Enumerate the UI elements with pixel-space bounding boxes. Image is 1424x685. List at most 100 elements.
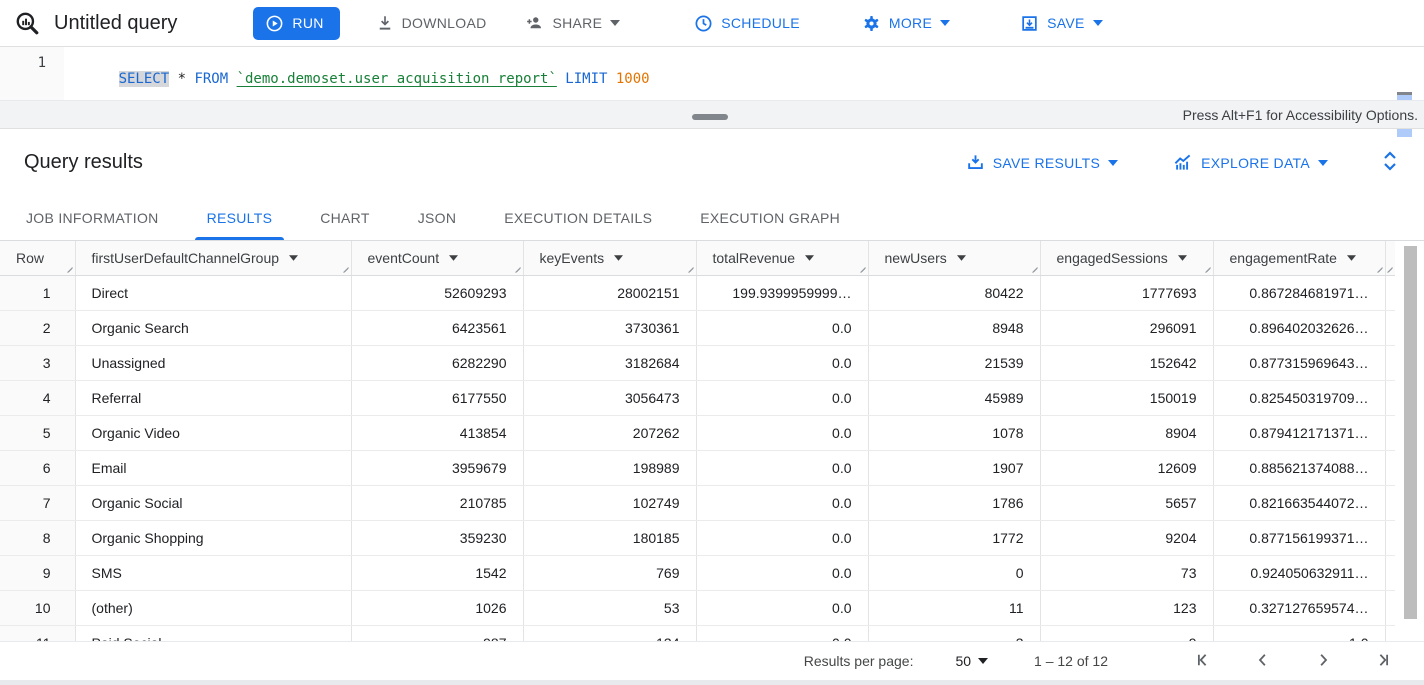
clock-icon [695, 15, 712, 31]
total-revenue-cell: 0.0 [696, 625, 869, 641]
tab-json[interactable]: JSON [394, 196, 481, 240]
channel-group-cell: Organic Social [75, 485, 352, 521]
spacer-cell [1385, 520, 1396, 556]
column-resize-handle[interactable] [684, 263, 694, 273]
table-row: 8 Organic Shopping 359230 180185 0.0 177… [0, 520, 1396, 556]
column-resize-handle[interactable] [1028, 263, 1038, 273]
column-resize-handle[interactable] [856, 263, 866, 273]
row-number-cell: 11 [0, 625, 76, 641]
first-page-button[interactable] [1190, 647, 1216, 676]
row-number-cell: 5 [0, 415, 76, 451]
column-resize-handle[interactable] [1373, 263, 1383, 273]
table-row: 9 SMS 1542 769 0.0 0 73 0.924050632911… [0, 555, 1396, 591]
sql-star: * [177, 71, 187, 87]
explore-data-button[interactable]: EXPLORE DATA [1162, 147, 1338, 178]
splitter-drag-handle[interactable] [692, 114, 728, 120]
channel-group-cell: Paid Social [75, 625, 352, 641]
row-number-cell: 8 [0, 520, 76, 556]
page-size-select[interactable]: 50 [955, 653, 989, 669]
column-header-row[interactable]: Row [0, 241, 76, 276]
key-events-cell: 3056473 [523, 380, 697, 416]
share-button-label: SHARE [552, 15, 603, 31]
spacer-cell [1385, 345, 1396, 381]
column-header-totalrevenue[interactable]: totalRevenue [696, 241, 869, 276]
schedule-button-label: SCHEDULE [721, 15, 800, 31]
run-play-icon [266, 15, 283, 31]
total-revenue-cell: 199.9399959999… [696, 275, 869, 311]
total-revenue-cell: 0.0 [696, 590, 869, 626]
engaged-sessions-cell: 1777693 [1040, 275, 1214, 311]
tab-execution-graph[interactable]: EXECUTION GRAPH [676, 196, 864, 240]
column-header-eventcount[interactable]: eventCount [351, 241, 524, 276]
table-row: 11 Paid Social 987 134 0.0 3 9 1.0 [0, 625, 1396, 641]
save-button[interactable]: SAVE [1010, 8, 1113, 39]
next-page-button[interactable] [1310, 647, 1336, 676]
save-icon [1022, 15, 1037, 31]
tab-job-information[interactable]: JOB INFORMATION [2, 196, 183, 240]
engaged-sessions-cell: 123 [1040, 590, 1214, 626]
schedule-button[interactable]: SCHEDULE [684, 8, 810, 39]
results-table-body: 1 Direct 52609293 28002151 199.939995999… [0, 275, 1396, 641]
expand-results-button[interactable] [1378, 147, 1402, 178]
run-button[interactable]: RUN [253, 6, 340, 40]
sql-table-reference[interactable]: `demo.demoset.user_acquisition_report` [236, 71, 557, 87]
sql-code-line[interactable]: SELECT * FROM `demo.demoset.user_acquisitio… [68, 55, 658, 103]
results-tab-bar: JOB INFORMATION RESULTS CHART JSON EXECU… [0, 196, 1424, 241]
column-resize-handle[interactable] [63, 263, 73, 273]
column-menu-caret-icon[interactable] [1177, 255, 1187, 261]
run-button-label: RUN [292, 15, 324, 31]
more-button[interactable]: MORE [852, 8, 960, 39]
previous-page-button[interactable] [1250, 647, 1276, 676]
column-header-keyevents[interactable]: keyEvents [523, 241, 697, 276]
spacer-cell [1385, 485, 1396, 521]
chevron-down-icon [1092, 20, 1103, 26]
column-header-firstuserdefaultchannelgroup[interactable]: firstUserDefaultChannelGroup [75, 241, 352, 276]
key-events-cell: 180185 [523, 520, 697, 556]
column-header-engagementrate[interactable]: engagementRate [1213, 241, 1386, 276]
table-row: 1 Direct 52609293 28002151 199.939995999… [0, 275, 1396, 311]
table-scrollbar-thumb[interactable] [1404, 246, 1417, 619]
event-count-cell: 52609293 [351, 275, 524, 311]
column-menu-caret-icon[interactable] [614, 255, 624, 261]
new-users-cell: 11 [868, 590, 1041, 626]
tab-results[interactable]: RESULTS [183, 196, 297, 240]
tab-execution-details[interactable]: EXECUTION DETAILS [480, 196, 676, 240]
column-header-engagedsessions[interactable]: engagedSessions [1040, 241, 1214, 276]
column-menu-caret-icon[interactable] [289, 255, 299, 261]
spacer-cell [1385, 450, 1396, 486]
channel-group-cell: (other) [75, 590, 352, 626]
line-number: 1 [37, 55, 46, 71]
save-results-button[interactable]: SAVE RESULTS [956, 147, 1128, 178]
query-results-header: Query results SAVE RESULTS [0, 129, 1424, 196]
new-users-cell: 1078 [868, 415, 1041, 451]
sql-editor[interactable]: 1 SELECT * FROM `demo.demoset.user_acquisit… [0, 46, 1424, 137]
row-number-cell: 10 [0, 590, 76, 626]
key-events-cell: 102749 [523, 485, 697, 521]
column-menu-caret-icon[interactable] [805, 255, 815, 261]
column-header-label: engagedSessions [1056, 249, 1168, 266]
event-count-cell: 1026 [351, 590, 524, 626]
column-menu-caret-icon[interactable] [1346, 255, 1356, 261]
column-resize-handle[interactable] [1385, 263, 1393, 273]
last-page-button[interactable] [1370, 647, 1396, 676]
chevron-right-icon [1320, 653, 1328, 666]
save-results-label: SAVE RESULTS [992, 154, 1101, 171]
download-button[interactable]: DOWNLOAD [366, 8, 497, 38]
column-header-label: engagementRate [1229, 249, 1337, 266]
column-header-label: Row [16, 249, 45, 266]
column-menu-caret-icon[interactable] [449, 255, 459, 261]
column-header[interactable] [1385, 241, 1396, 276]
share-button[interactable]: SHARE [515, 8, 631, 38]
new-users-cell: 0 [868, 555, 1041, 591]
column-menu-caret-icon[interactable] [956, 255, 966, 261]
table-row: 3 Unassigned 6282290 3182684 0.0 21539 1… [0, 345, 1396, 381]
tab-chart[interactable]: CHART [296, 196, 393, 240]
channel-group-cell: Referral [75, 380, 352, 416]
row-number-cell: 3 [0, 345, 76, 381]
column-resize-handle[interactable] [511, 263, 521, 273]
column-header-newusers[interactable]: newUsers [868, 241, 1041, 276]
column-resize-handle[interactable] [339, 263, 349, 273]
total-revenue-cell: 0.0 [696, 345, 869, 381]
column-resize-handle[interactable] [1201, 263, 1211, 273]
last-page-icon [1379, 653, 1389, 666]
